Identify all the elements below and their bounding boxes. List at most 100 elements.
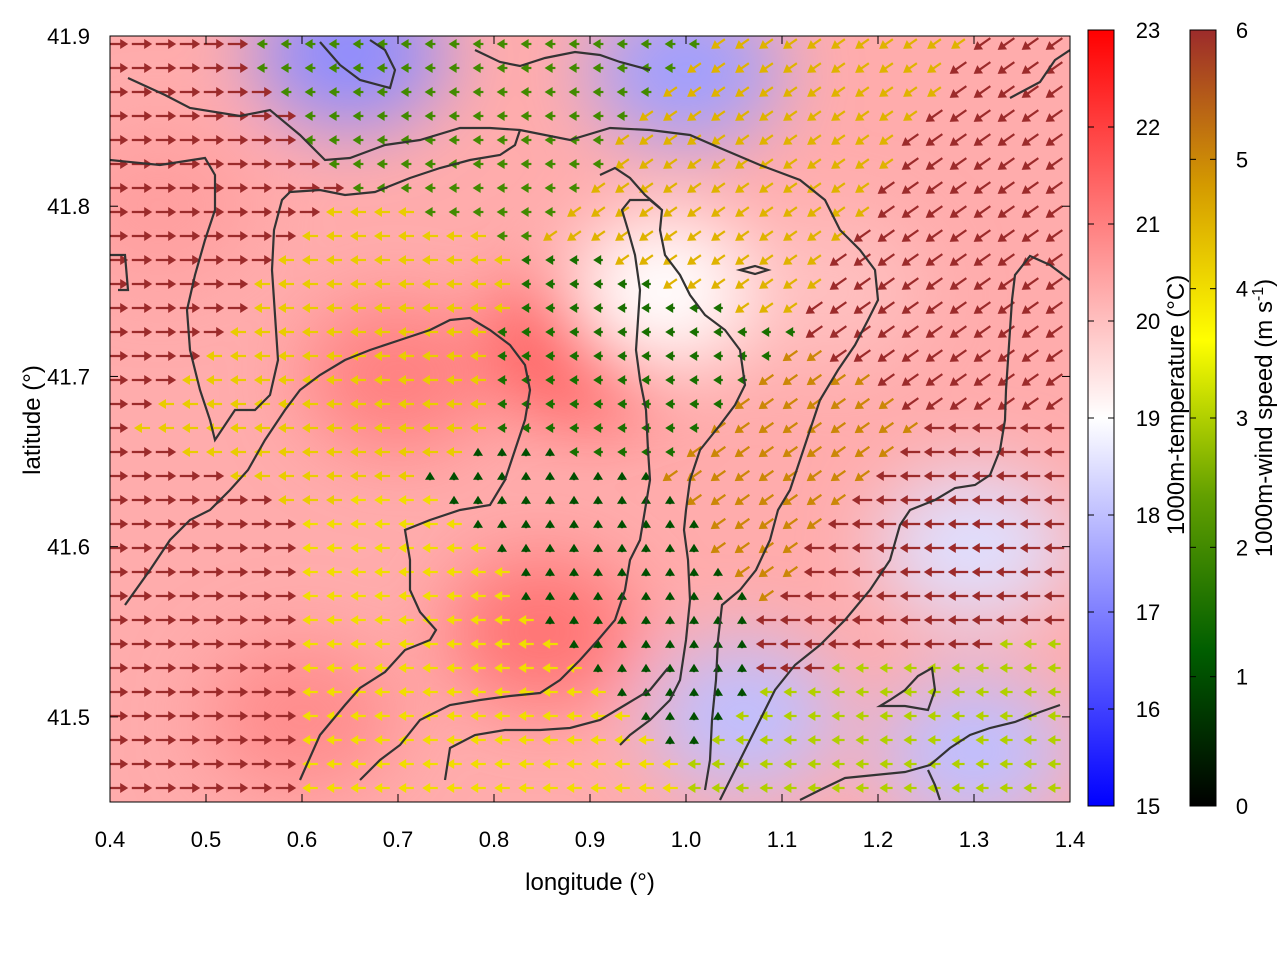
- wind-arrow: [569, 447, 579, 457]
- wind-arrow: [875, 639, 897, 649]
- wind-arrow: [227, 183, 249, 193]
- wind-arrow: [782, 397, 799, 410]
- wind-arrow: [855, 158, 870, 169]
- wind-arrow: [782, 565, 799, 578]
- wind-arrow: [735, 38, 750, 49]
- wind-arrow: [181, 423, 199, 433]
- wind-arrow: [469, 375, 487, 385]
- wind-arrow: [352, 39, 364, 49]
- wind-arrow: [783, 206, 798, 217]
- wind-arrow: [903, 663, 917, 673]
- wind-arrow: [1021, 181, 1039, 194]
- wind-arrow: [227, 567, 249, 577]
- wind-arrow: [1045, 301, 1063, 314]
- wind-arrow: [879, 158, 894, 169]
- wind-arrow: [326, 615, 342, 625]
- contour-line: [799, 703, 1061, 801]
- wind-arrow: [374, 759, 390, 769]
- wind-arrow: [497, 543, 507, 553]
- wind-arrow: [421, 255, 439, 265]
- wind-arrow: [110, 111, 129, 121]
- wind-arrow: [472, 111, 484, 121]
- wind-arrow: [520, 135, 532, 145]
- wind-arrow: [496, 159, 508, 169]
- wind-arrow: [397, 375, 415, 385]
- wind-arrow: [951, 687, 965, 697]
- wind-arrow: [275, 567, 297, 577]
- wind-arrow: [328, 39, 340, 49]
- wind-arrow: [422, 687, 438, 697]
- wind-arrow: [397, 351, 415, 361]
- wind-arrow: [735, 134, 750, 145]
- wind-arrow: [326, 639, 342, 649]
- wind-arrow: [639, 230, 654, 241]
- x-tick-label: 1.4: [1055, 827, 1086, 852]
- wind-arrow: [448, 207, 460, 217]
- wind-arrow: [397, 447, 415, 457]
- wind-arrow: [277, 375, 295, 385]
- wind-arrow: [203, 735, 225, 745]
- wind-arrow: [925, 373, 943, 386]
- colorbar-tick-label: 15: [1136, 794, 1160, 819]
- contour-line: [443, 667, 669, 781]
- wind-arrow: [1021, 85, 1039, 98]
- wind-arrow: [110, 255, 129, 265]
- wind-arrow: [422, 783, 438, 793]
- wind-arrow: [713, 327, 723, 337]
- wind-arrow: [593, 399, 603, 409]
- wind-arrow: [755, 639, 777, 649]
- wind-arrow: [473, 519, 483, 529]
- wind-arrow: [1023, 639, 1037, 649]
- wind-arrow: [545, 567, 555, 577]
- wind-arrow: [853, 253, 871, 266]
- wind-arrow: [496, 135, 508, 145]
- wind-arrow: [975, 663, 989, 673]
- wind-arrow: [179, 687, 201, 697]
- wind-arrow: [927, 711, 941, 721]
- wind-arrow: [253, 423, 271, 433]
- wind-arrow: [352, 63, 364, 73]
- wind-arrow: [878, 397, 895, 410]
- wind-arrow: [687, 783, 701, 793]
- wind-arrow: [302, 783, 318, 793]
- wind-arrow: [639, 158, 654, 169]
- wind-arrow: [855, 687, 869, 697]
- wind-arrow: [663, 230, 678, 241]
- wind-arrow: [542, 639, 558, 649]
- wind-arrow: [400, 39, 412, 49]
- wind-arrow: [593, 255, 603, 265]
- wind-arrow: [617, 447, 627, 457]
- wind-arrow: [325, 351, 343, 361]
- wind-arrow: [203, 135, 225, 145]
- wind-arrow: [349, 231, 367, 241]
- wind-arrow: [203, 543, 225, 553]
- wind-arrow: [1021, 301, 1039, 314]
- wind-arrow: [131, 639, 153, 649]
- wind-arrow: [304, 63, 316, 73]
- wind-arrow: [1021, 37, 1039, 50]
- wind-arrow: [1021, 229, 1039, 242]
- wind-arrow: [520, 111, 532, 121]
- wind-arrow: [641, 543, 651, 553]
- wind-arrow: [829, 349, 847, 362]
- wind-arrow: [494, 591, 510, 601]
- wind-arrow: [373, 327, 391, 337]
- wind-arrow: [663, 182, 678, 193]
- wind-arrow: [472, 207, 484, 217]
- wind-arrow: [949, 349, 967, 362]
- wind-arrow: [325, 231, 343, 241]
- wind-arrow: [205, 447, 223, 457]
- wind-arrow: [949, 397, 967, 410]
- wind-arrow: [973, 301, 991, 314]
- wind-arrow: [711, 110, 726, 121]
- wind-arrow: [398, 711, 414, 721]
- wind-arrow: [304, 87, 316, 97]
- wind-arrow: [497, 519, 507, 529]
- wind-arrow: [544, 207, 556, 217]
- wind-arrow: [521, 543, 531, 553]
- elevation-contours: [110, 39, 1070, 801]
- wind-arrow: [521, 327, 531, 337]
- wind-arrow: [518, 711, 534, 721]
- wind-arrow: [949, 205, 967, 218]
- wind-arrow: [689, 711, 699, 721]
